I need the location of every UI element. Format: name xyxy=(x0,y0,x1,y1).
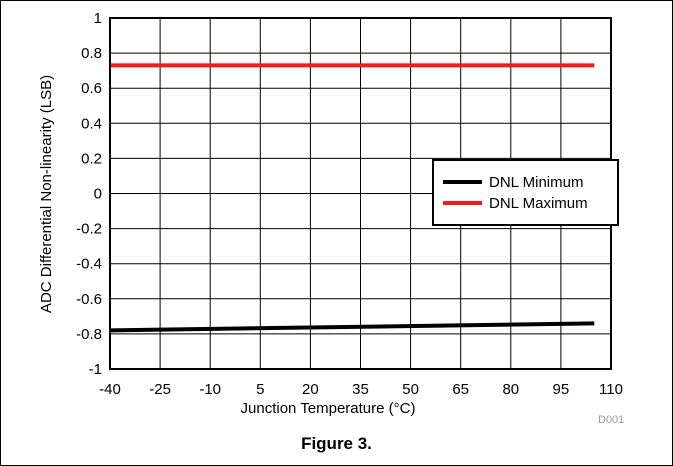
x-tick-label: -10 xyxy=(199,381,221,398)
y-tick-label: 0.6 xyxy=(81,80,102,97)
legend-box xyxy=(432,159,619,226)
series-line xyxy=(109,321,595,333)
y-tick-label: 0 xyxy=(94,186,102,203)
x-tick-label: 35 xyxy=(352,381,369,398)
legend: DNL Minimum DNL Maximum xyxy=(432,159,619,226)
x-tick-labels: -40 -25 -10 5 20 35 50 65 80 95 110 xyxy=(99,381,623,398)
figure-code: D001 xyxy=(598,414,625,426)
y-tick-label: 1 xyxy=(94,10,102,27)
x-tick-label: 20 xyxy=(302,381,319,398)
x-tick-label: -40 xyxy=(99,381,121,398)
series-lines xyxy=(109,63,595,333)
x-tick-label: 110 xyxy=(599,381,623,398)
x-tick-label: 5 xyxy=(256,381,264,398)
y-tick-label: -0.2 xyxy=(76,221,102,238)
y-tick-label: -0.4 xyxy=(76,256,102,273)
y-tick-labels: 1 0.8 0.6 0.4 0.2 0 -0.2 -0.4 -0.6 -0.8 -1 xyxy=(76,10,102,378)
x-tick-label: 80 xyxy=(502,381,519,398)
x-axis-label: Junction Temperature (°C) xyxy=(241,400,416,417)
x-tick-label: 50 xyxy=(402,381,419,398)
legend-label: DNL Maximum xyxy=(489,195,588,212)
x-tick-label: 95 xyxy=(553,381,570,398)
x-tick-label: 65 xyxy=(452,381,469,398)
figure-caption: Figure 3. xyxy=(301,434,372,453)
legend-label: DNL Minimum xyxy=(489,174,583,191)
x-tick-label: -25 xyxy=(149,381,171,398)
y-tick-label: 0.8 xyxy=(81,45,102,62)
y-tick-label: -0.8 xyxy=(76,326,102,343)
y-tick-label: 0.2 xyxy=(81,150,102,167)
y-tick-label: 0.4 xyxy=(81,115,102,132)
y-axis-label: ADC Differential Non-linearity (LSB) xyxy=(38,75,55,313)
y-tick-label: -0.6 xyxy=(76,291,102,308)
y-tick-label: -1 xyxy=(89,361,102,378)
